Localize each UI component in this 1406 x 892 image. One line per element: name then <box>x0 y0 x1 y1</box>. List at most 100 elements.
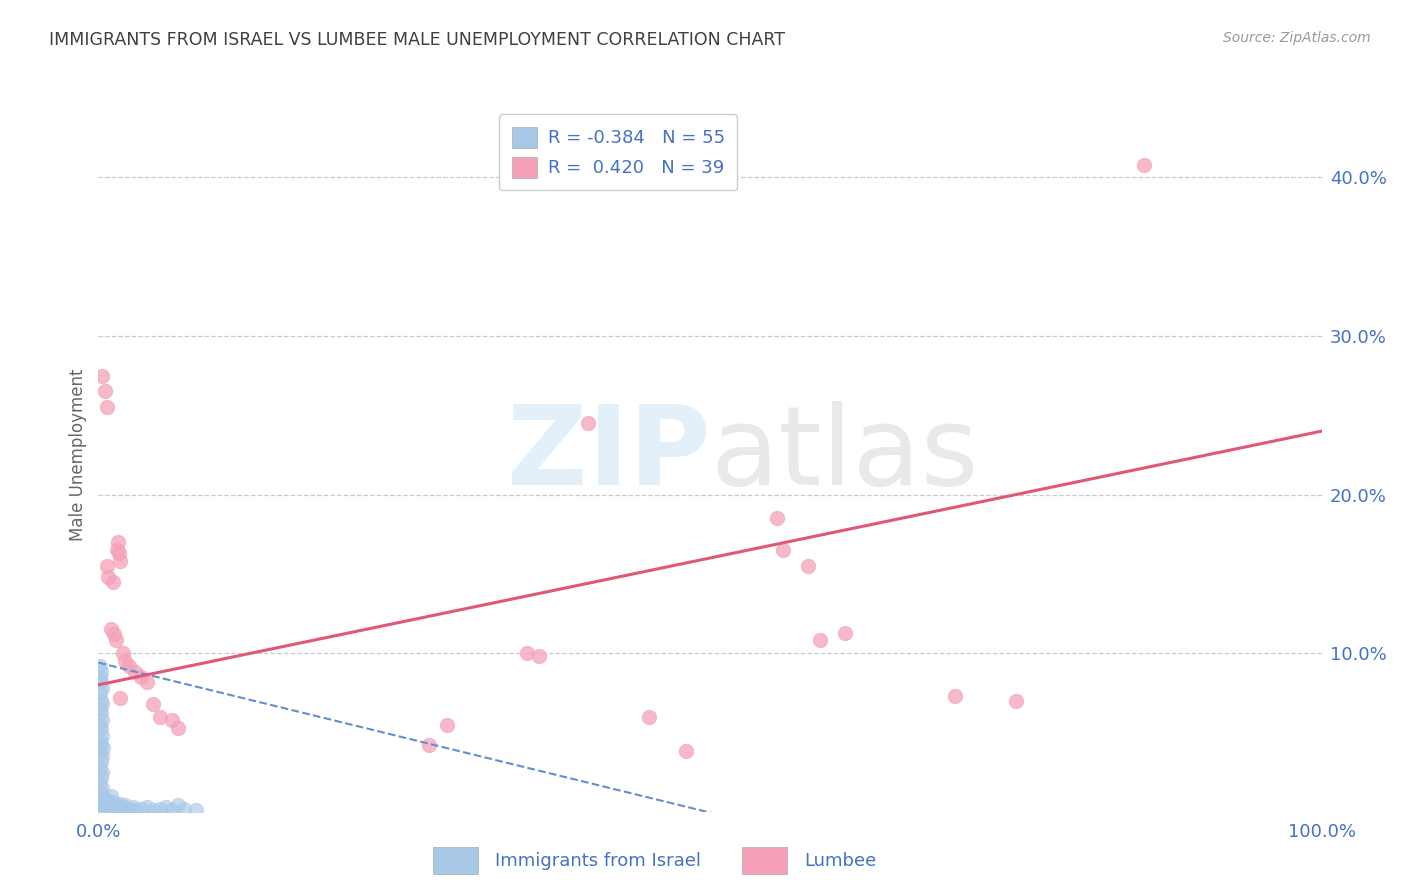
Point <box>90 723 112 737</box>
Point <box>167 798 190 813</box>
Point <box>155 800 177 814</box>
Point <box>90 706 112 721</box>
Bar <box>433 847 478 874</box>
Point <box>110 797 132 811</box>
Point <box>124 803 146 817</box>
Point <box>90 786 112 800</box>
Point <box>91 765 114 780</box>
Point <box>91 697 114 711</box>
Point <box>173 801 195 815</box>
Point <box>89 658 111 673</box>
Y-axis label: Male Unemployment: Male Unemployment <box>69 368 87 541</box>
Point <box>136 800 159 814</box>
Point <box>89 792 111 806</box>
Point <box>149 801 172 815</box>
Text: Lumbee: Lumbee <box>804 852 876 870</box>
Point <box>89 760 111 774</box>
Point <box>129 801 152 815</box>
Point <box>108 546 131 560</box>
Point <box>91 797 114 811</box>
Point <box>110 690 132 705</box>
Point <box>129 670 152 684</box>
Point <box>100 789 122 803</box>
Point <box>576 416 599 430</box>
Point <box>167 721 190 735</box>
Point <box>797 558 820 573</box>
Point <box>90 754 112 768</box>
Point <box>91 713 114 727</box>
Point <box>96 798 118 813</box>
Point <box>808 633 831 648</box>
Point <box>91 780 114 795</box>
Legend: R = -0.384   N = 55, R =  0.420   N = 39: R = -0.384 N = 55, R = 0.420 N = 39 <box>499 114 737 190</box>
Point <box>136 674 159 689</box>
Point <box>97 794 120 808</box>
Point <box>107 535 129 549</box>
Point <box>638 709 661 723</box>
Point <box>418 738 440 752</box>
Point <box>97 570 120 584</box>
Point <box>772 543 794 558</box>
Point <box>89 744 111 758</box>
Point <box>675 744 697 758</box>
Point <box>100 800 122 814</box>
Point <box>90 770 112 784</box>
Bar <box>742 847 787 874</box>
Point <box>98 797 121 811</box>
Point <box>121 800 143 814</box>
Point <box>90 694 112 708</box>
Point <box>160 803 183 817</box>
Point <box>118 801 141 815</box>
Text: atlas: atlas <box>710 401 979 508</box>
Point <box>105 543 128 558</box>
Text: ZIP: ZIP <box>506 401 710 508</box>
Point <box>90 800 112 814</box>
Point <box>93 384 115 399</box>
Point <box>89 717 111 731</box>
Point <box>90 674 112 689</box>
Point <box>107 801 129 815</box>
Point <box>91 681 114 695</box>
Point <box>186 803 208 817</box>
Point <box>89 733 111 747</box>
Point <box>93 792 115 806</box>
Point <box>527 649 550 664</box>
Point <box>90 738 112 752</box>
Text: IMMIGRANTS FROM ISRAEL VS LUMBEE MALE UNEMPLOYMENT CORRELATION CHART: IMMIGRANTS FROM ISRAEL VS LUMBEE MALE UN… <box>49 31 785 49</box>
Point <box>89 670 111 684</box>
Point <box>96 558 118 573</box>
Point <box>1133 158 1156 172</box>
Point <box>89 686 111 700</box>
Point <box>118 658 141 673</box>
Point <box>104 798 127 813</box>
Point <box>124 665 146 680</box>
Point <box>89 803 111 817</box>
Point <box>91 729 114 743</box>
Point <box>515 646 537 660</box>
Point <box>943 689 966 703</box>
Text: Source: ZipAtlas.com: Source: ZipAtlas.com <box>1223 31 1371 45</box>
Point <box>111 646 134 660</box>
Point <box>89 701 111 715</box>
Point <box>114 798 136 813</box>
Point <box>91 749 114 764</box>
Point <box>101 795 124 809</box>
Point <box>91 741 114 756</box>
Point <box>94 795 117 809</box>
Point <box>103 627 125 641</box>
Point <box>834 625 856 640</box>
Point <box>142 803 165 817</box>
Point <box>100 623 122 637</box>
Point <box>104 633 127 648</box>
Point <box>111 800 134 814</box>
Point <box>766 511 789 525</box>
Point <box>96 401 118 415</box>
Point <box>1004 694 1026 708</box>
Point <box>142 697 165 711</box>
Point <box>436 717 458 731</box>
Point <box>90 665 112 680</box>
Point <box>101 574 124 589</box>
Point <box>160 713 183 727</box>
Point <box>149 709 172 723</box>
Point <box>89 776 111 790</box>
